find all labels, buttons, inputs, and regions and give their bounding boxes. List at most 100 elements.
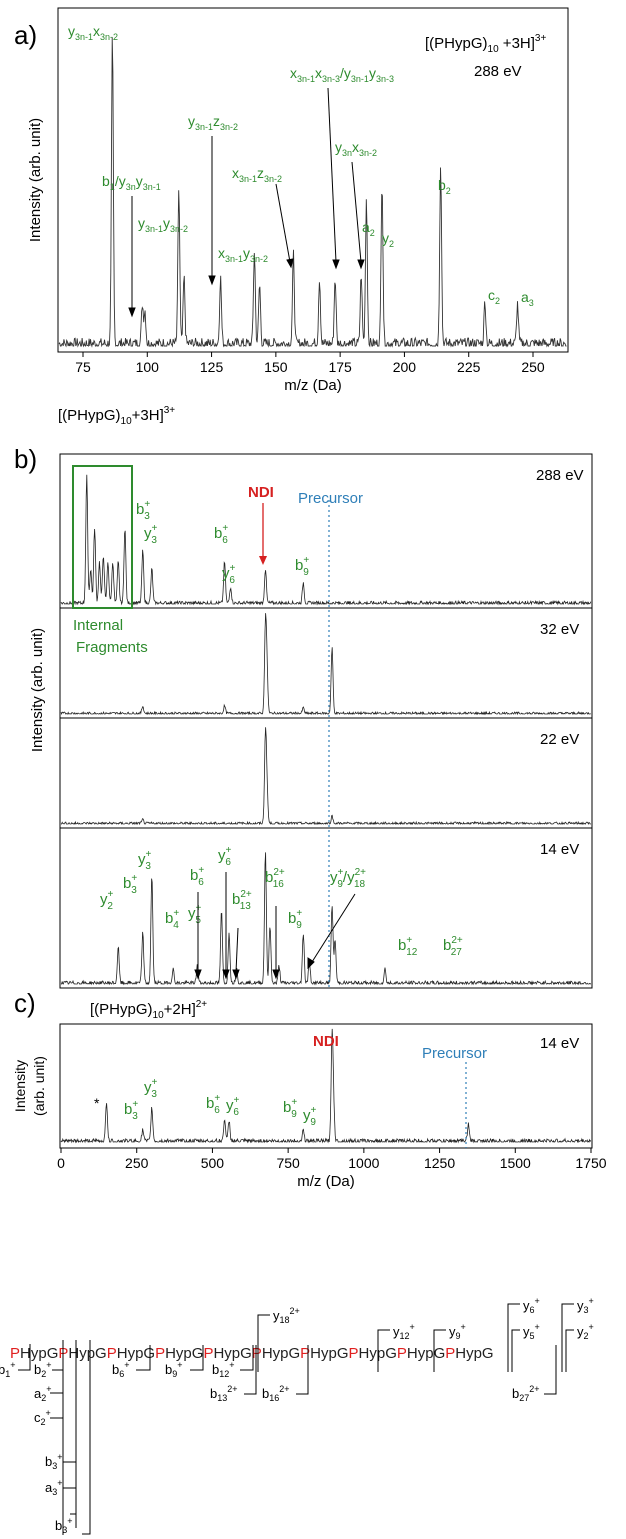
x-tick-label: 225 — [457, 359, 481, 375]
panel-b-ylabel: Intensity (arb. unit) — [29, 628, 46, 752]
residue-p: P — [155, 1345, 165, 1362]
label-b3-288: b+ 3 — [136, 499, 150, 522]
seq-label-a2: a2+ — [34, 1384, 52, 1403]
seq-label-y2: y2+ — [577, 1322, 594, 1341]
residue-p: P — [252, 1345, 262, 1362]
label-y3n-1x3n-2: y3n-1x3n-2 — [68, 23, 118, 42]
bracket-b12 — [240, 1345, 254, 1371]
bracket-b1 — [18, 1344, 31, 1371]
residue-hypg: HypG — [68, 1345, 106, 1362]
bracket-y2 — [565, 1329, 574, 1372]
residue-p: P — [397, 1345, 407, 1362]
bracket-b27 — [544, 1345, 557, 1395]
bracket-y9 — [433, 1329, 446, 1372]
bracket-y18 — [257, 1314, 270, 1372]
x-tick-label: 200 — [393, 359, 417, 375]
seq-label-y12: y12+ — [393, 1322, 415, 1341]
label-y6-c: y+ 6 — [226, 1095, 240, 1118]
label-y3-c: y+ 3 — [144, 1077, 158, 1100]
bracket-b6 — [136, 1345, 151, 1371]
arrow-y9-head — [307, 957, 315, 970]
arrow-b13-14 — [235, 927, 239, 973]
arrow-y9-14 — [311, 893, 356, 963]
label-y9-y18-14: y+ 9/y2+ 18 — [330, 867, 366, 890]
label-x3n-1y3n-2: x3n-1y3n-2 — [218, 245, 268, 264]
star-label: * — [94, 1095, 100, 1111]
trace-22ev — [61, 727, 591, 826]
residue-p: P — [10, 1345, 20, 1362]
label-y3-14: y+ 3 — [138, 849, 152, 872]
x-tick-label: 175 — [328, 359, 352, 375]
seq-label-b13: b132+ — [210, 1384, 238, 1403]
residue-hypg: HypG — [20, 1345, 58, 1362]
arrow-x3n-1x3n-3 — [327, 87, 337, 263]
x-tick-label: 1000 — [348, 1155, 379, 1171]
arrow-y3nx3n-2 — [351, 161, 362, 263]
arrow-y6-head — [222, 969, 230, 980]
seq-label-b2: b2+ — [34, 1360, 52, 1379]
label-x3n-1x3n-3-y3n-1y3n-3: x3n-1x3n-3/y3n-1y3n-3 — [290, 65, 394, 84]
panel-a: a) Intensity (arb. unit) [(PHypG)10 +3H]… — [14, 7, 569, 394]
seq-label-y3: y3+ — [577, 1296, 594, 1315]
arrow-b16-head — [272, 969, 280, 980]
label-b3-c: b+ 3 — [124, 1099, 138, 1122]
label-a3: a3 — [521, 289, 534, 308]
sequence-fragment-map: PHypGPHypGPHypGPHypGPHypGPHypGPHypGPHypG… — [0, 1296, 594, 1535]
x-tick-label: 100 — [136, 359, 160, 375]
x-tick-label: 250 — [521, 359, 545, 375]
panel-a-xlabel: m/z (Da) — [284, 377, 342, 394]
bracket-y12 — [377, 1329, 390, 1372]
label-y3n-1y3n-2: y3n-1y3n-2 — [138, 215, 188, 234]
panel-c-label: c) — [14, 988, 36, 1018]
residue-hypg: HypG — [262, 1345, 300, 1362]
internal-fragments-box — [72, 465, 133, 609]
residue-hypg: HypG — [213, 1345, 251, 1362]
arrow-x3n-1z3n-2 — [275, 183, 291, 263]
x-tick-label: 1500 — [500, 1155, 531, 1171]
precursor-label-c: Precursor — [422, 1045, 487, 1062]
bracket-b13 — [244, 1345, 257, 1395]
bracket-b16 — [296, 1345, 309, 1395]
label-b1-y3ny3n-1: b1/y3ny3n-1 — [102, 173, 161, 192]
precursor-label-b: Precursor — [298, 490, 363, 507]
seq-label-y18: y182+ — [273, 1306, 300, 1325]
residue-p: P — [349, 1345, 359, 1362]
trace-32ev — [60, 613, 591, 716]
label-y9-c: y+ 9 — [303, 1105, 317, 1128]
energy-32: 32 eV — [540, 621, 579, 638]
seq-label-b6: b6+ — [112, 1360, 130, 1379]
label-y6-14: y+ 6 — [218, 845, 232, 868]
label-b4-14: b+ 4 — [165, 908, 179, 931]
seq-label-y6: y6+ — [523, 1296, 540, 1315]
label-b9-288: b+ 9 — [295, 555, 309, 578]
panel-c-energy: 14 eV — [540, 1035, 579, 1052]
label-a2: a2 — [362, 219, 375, 238]
residue-hypg: HypG — [407, 1345, 445, 1362]
arrow-y3n-1z3n-2-head — [208, 275, 216, 286]
x-tick-label: 500 — [201, 1155, 225, 1171]
x-tick-label: 750 — [276, 1155, 300, 1171]
bracket-y6 — [507, 1303, 520, 1372]
label-b13-14: b2+ 13 — [232, 889, 252, 912]
panel-c-spectrum-trace — [60, 1028, 592, 1144]
label-x3n-1z3n-2: x3n-1z3n-2 — [232, 165, 282, 184]
residue-p: P — [300, 1345, 310, 1362]
label-y2-14: y+ 2 — [100, 889, 114, 912]
seq-label-b27: b272+ — [512, 1384, 540, 1403]
panel-b-frame-288 — [59, 453, 593, 609]
panel-a-ion-label: [(PHypG)10 +3H]3+ — [425, 33, 546, 55]
label-b3-14: b+ 3 — [123, 873, 137, 896]
label-b9-14: b+ 9 — [288, 908, 302, 931]
label-b9-c: b+ 9 — [283, 1097, 297, 1120]
trace-14ev — [61, 852, 592, 986]
arrow-x3n-1z3n-2-head — [286, 258, 294, 269]
panel-b-frame-14 — [59, 827, 593, 989]
panel-c-xlabel: m/z (Da) — [297, 1173, 355, 1190]
residue-p: P — [107, 1345, 117, 1362]
bracket-y5 — [511, 1329, 520, 1372]
residue-p: P — [445, 1345, 455, 1362]
panel-c-ylabel-2: (arb. unit) — [31, 1056, 47, 1116]
panel-c-frame — [59, 1023, 593, 1149]
x-tick-label: 125 — [200, 359, 224, 375]
